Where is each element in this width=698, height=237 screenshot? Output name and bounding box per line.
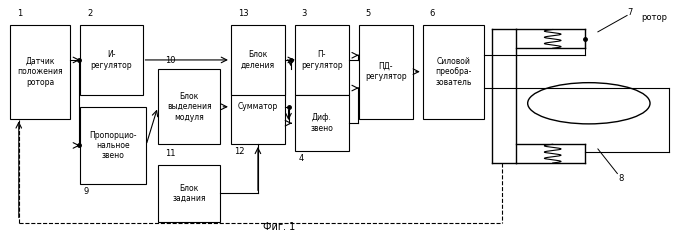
- Text: 6: 6: [430, 9, 435, 18]
- Text: И-
регулятор: И- регулятор: [91, 50, 132, 70]
- Text: П-
регулятор: П- регулятор: [301, 50, 343, 70]
- FancyBboxPatch shape: [158, 69, 221, 144]
- Text: ПД-
регулятор: ПД- регулятор: [365, 62, 407, 81]
- Text: 5: 5: [366, 9, 371, 18]
- FancyBboxPatch shape: [10, 25, 70, 118]
- Text: Датчик
положения
ротора: Датчик положения ротора: [17, 57, 63, 87]
- Text: ротор: ротор: [641, 13, 667, 22]
- FancyBboxPatch shape: [423, 25, 484, 118]
- Text: 4: 4: [298, 154, 304, 163]
- FancyBboxPatch shape: [359, 25, 413, 118]
- Text: Силовой
преобра-
зователь: Силовой преобра- зователь: [435, 57, 471, 87]
- Text: Сумматор: Сумматор: [238, 102, 278, 111]
- Text: Блок
задания: Блок задания: [172, 184, 206, 203]
- Text: Блок
выделения
модуля: Блок выделения модуля: [167, 92, 211, 122]
- Text: Фиг. 1: Фиг. 1: [263, 222, 295, 232]
- Text: Диф.
звено: Диф. звено: [311, 114, 334, 133]
- Text: 9: 9: [84, 187, 89, 196]
- Text: 2: 2: [87, 9, 92, 18]
- FancyBboxPatch shape: [158, 165, 221, 222]
- Text: Блок
деления: Блок деления: [241, 50, 275, 70]
- Text: 1: 1: [17, 9, 22, 18]
- FancyBboxPatch shape: [80, 25, 142, 95]
- Text: Пропорцио-
нальное
звено: Пропорцио- нальное звено: [89, 131, 137, 160]
- FancyBboxPatch shape: [231, 25, 285, 95]
- Text: 11: 11: [165, 149, 175, 158]
- Text: 7: 7: [627, 8, 632, 17]
- Text: 12: 12: [235, 147, 245, 156]
- FancyBboxPatch shape: [231, 69, 285, 144]
- Text: 10: 10: [165, 56, 175, 65]
- FancyBboxPatch shape: [295, 95, 349, 151]
- Text: 13: 13: [238, 9, 248, 18]
- Text: 8: 8: [618, 174, 624, 183]
- FancyBboxPatch shape: [295, 25, 349, 95]
- FancyBboxPatch shape: [80, 107, 146, 184]
- Text: 3: 3: [302, 9, 307, 18]
